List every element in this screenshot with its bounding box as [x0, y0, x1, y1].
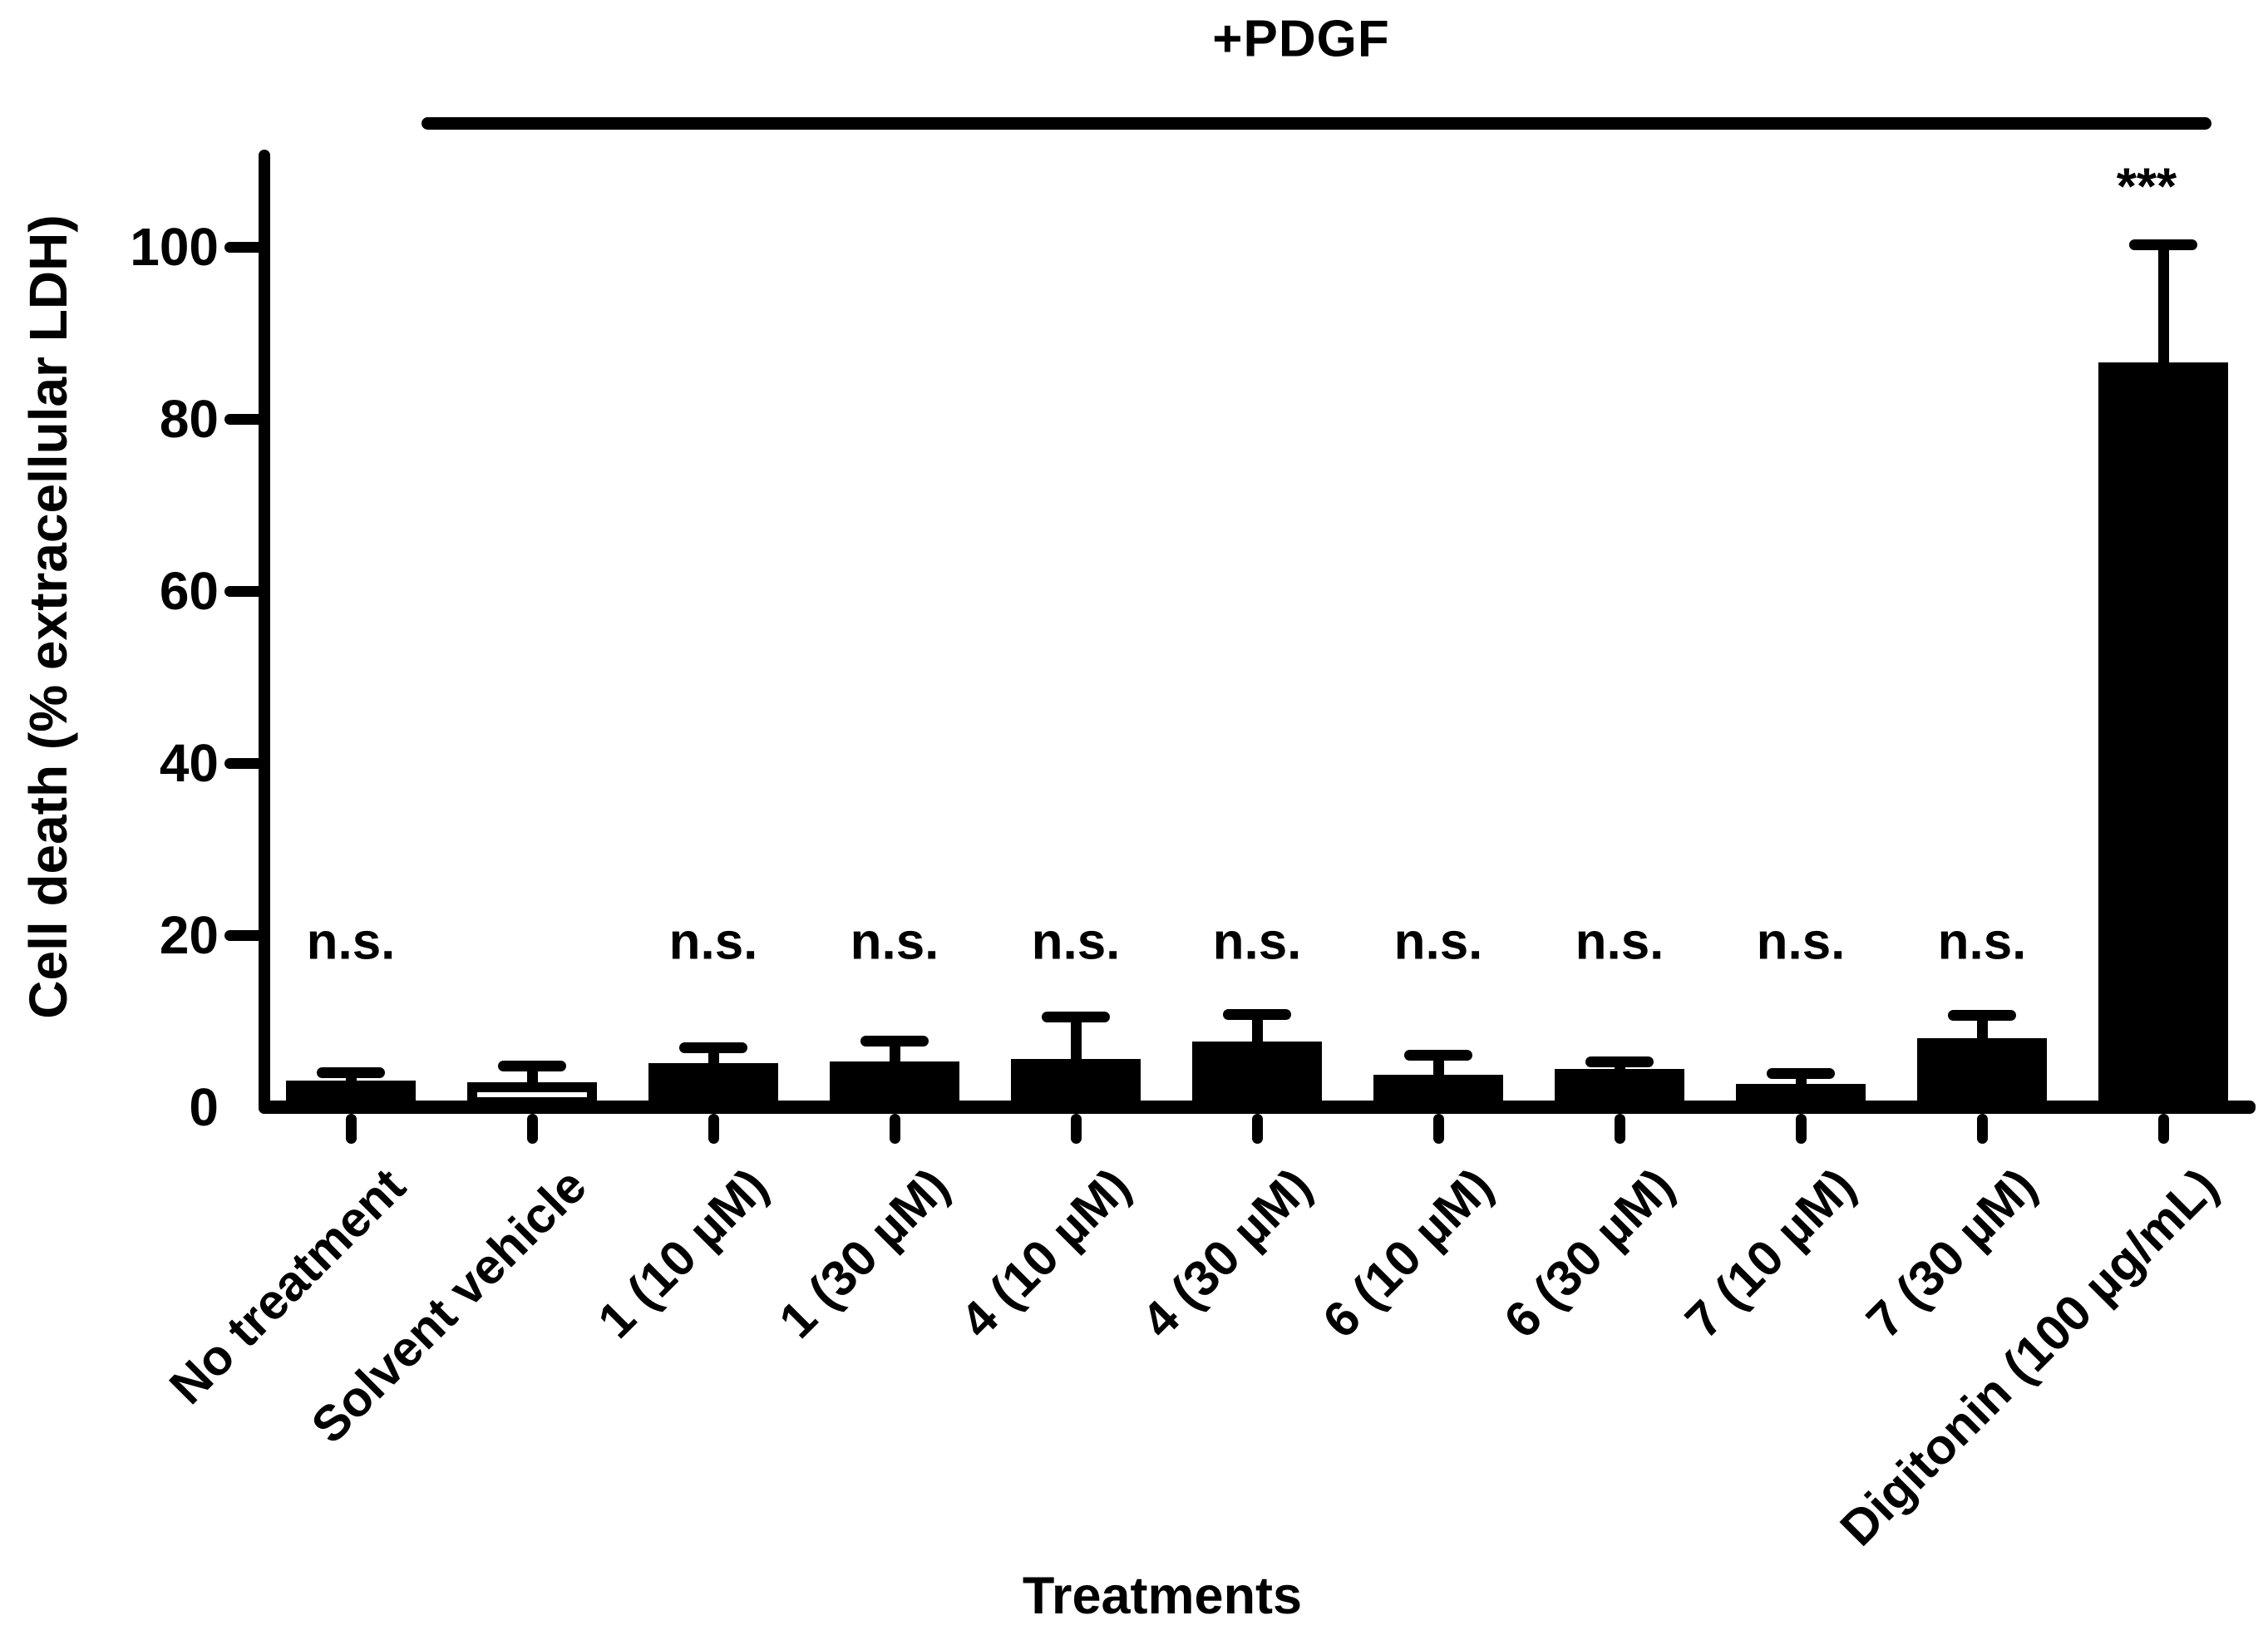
x-category-label: 6 (30 µM)	[1493, 1157, 1685, 1349]
y-tick-label-20: 20	[159, 905, 219, 965]
x-axis-title: Treatments	[1022, 1567, 1303, 1625]
ns-label: n.s.	[1212, 913, 1302, 971]
pdgf-condition-title: +PDGF	[1212, 10, 1390, 68]
y-tick-60	[224, 585, 264, 597]
error-bar-stem	[2158, 244, 2169, 366]
error-bar-cap	[1948, 1010, 2016, 1022]
x-tick	[1251, 1114, 1263, 1144]
x-tick	[1432, 1114, 1444, 1144]
x-tick	[1976, 1114, 1988, 1144]
bar-6-30-m	[1555, 1069, 1684, 1107]
x-tick	[1795, 1114, 1807, 1144]
y-axis-line	[259, 150, 270, 1114]
bar-1-30-m	[830, 1061, 959, 1107]
error-bar-stem	[1433, 1055, 1444, 1078]
x-tick	[526, 1114, 538, 1144]
y-tick-label-40: 40	[159, 733, 219, 793]
bar-7-10-m	[1736, 1084, 1866, 1107]
x-category-label: Digitonin (100 µg/mL)	[1829, 1157, 2229, 1557]
x-category-label: 1 (30 µM)	[768, 1157, 960, 1349]
error-bar-cap	[1767, 1067, 1835, 1079]
x-category-label: 4 (10 µM)	[949, 1157, 1141, 1349]
x-tick	[2157, 1114, 2169, 1144]
error-bar-cap	[1404, 1049, 1472, 1061]
error-bar-stem	[1977, 1016, 1988, 1042]
y-axis-title: Cell death (% extracellular LDH)	[18, 214, 78, 1019]
significance-stars: ***	[2116, 158, 2177, 216]
y-tick-label-80: 80	[159, 389, 219, 449]
y-tick-label-0: 0	[189, 1077, 219, 1137]
ns-label: n.s.	[850, 913, 939, 971]
x-category-label: 6 (10 µM)	[1312, 1157, 1504, 1349]
ns-label: n.s.	[1031, 913, 1121, 971]
x-tick	[1070, 1114, 1082, 1144]
y-tick-label-60: 60	[159, 561, 219, 621]
error-bar-cap	[317, 1066, 385, 1078]
error-bar-cap	[860, 1036, 929, 1047]
bar-4-30-m	[1192, 1042, 1322, 1107]
bar-7-30-m	[1917, 1038, 2047, 1107]
ns-label: n.s.	[306, 913, 396, 971]
x-category-label: 1 (10 µM)	[587, 1157, 779, 1349]
ns-label: n.s.	[1937, 913, 2027, 971]
x-category-label: 7 (30 µM)	[1856, 1157, 2048, 1349]
x-tick	[345, 1114, 357, 1144]
error-bar-cap	[1585, 1056, 1654, 1068]
bar-solvent-vehicle	[467, 1081, 597, 1107]
y-tick-100	[224, 241, 264, 253]
bar-digitonin-100-g-ml	[2098, 362, 2228, 1107]
x-category-label: 7 (10 µM)	[1674, 1157, 1866, 1349]
error-bar-stem	[1252, 1015, 1263, 1046]
y-tick-20	[224, 929, 264, 941]
ns-label: n.s.	[1393, 913, 1483, 971]
y-tick-80	[224, 413, 264, 425]
ns-label: n.s.	[1575, 913, 1664, 971]
x-tick	[708, 1114, 719, 1144]
ns-label: n.s.	[1756, 913, 1846, 971]
bar-no-treatment	[286, 1080, 416, 1107]
x-tick	[889, 1114, 900, 1144]
y-tick-40	[224, 757, 264, 769]
bar-1-10-m	[648, 1063, 778, 1107]
pdgf-span-line	[422, 117, 2211, 130]
bar-4-10-m	[1011, 1059, 1141, 1107]
error-bar-cap	[498, 1061, 566, 1072]
ns-label: n.s.	[668, 913, 758, 971]
bar-6-10-m	[1373, 1074, 1503, 1107]
x-category-label: 4 (30 µM)	[1131, 1157, 1323, 1349]
error-bar-cap	[1042, 1012, 1110, 1023]
error-bar-stem	[1071, 1017, 1082, 1063]
error-bar-cap	[2129, 239, 2197, 250]
error-bar-cap	[1223, 1009, 1291, 1021]
error-bar-cap	[679, 1042, 747, 1053]
error-bar-stem	[890, 1042, 900, 1066]
x-tick	[1614, 1114, 1625, 1144]
y-tick-label-100: 100	[130, 217, 219, 277]
